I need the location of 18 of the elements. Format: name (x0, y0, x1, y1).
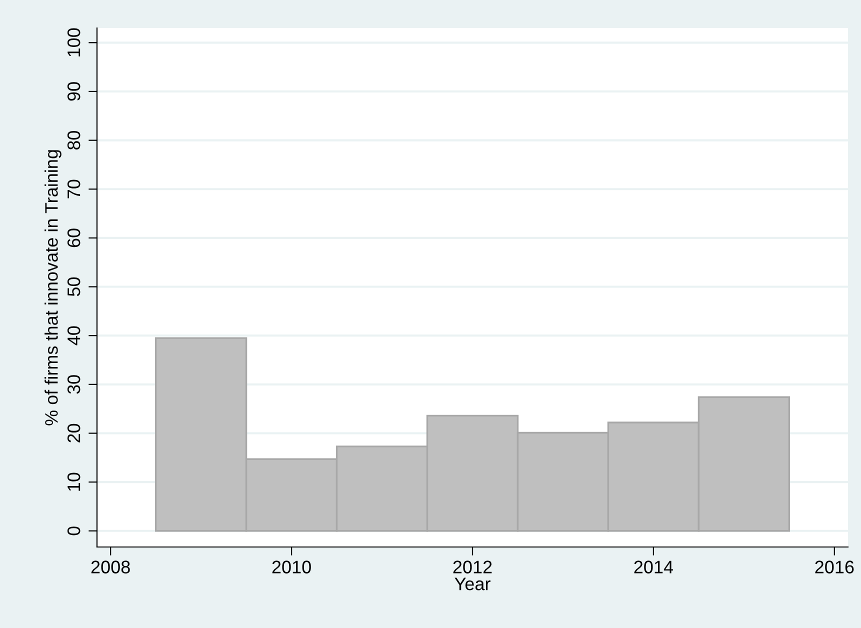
y-tick-label: 50 (67, 277, 80, 296)
y-tick-label: 90 (67, 82, 80, 101)
x-tick-label: 2016 (815, 560, 854, 574)
y-tick-label: 80 (67, 130, 80, 150)
y-tick-label: 10 (67, 472, 80, 491)
x-tick-label: 2008 (91, 560, 130, 574)
y-tick-label: 0 (67, 526, 80, 536)
x-tick-label: 2012 (453, 560, 492, 574)
y-tick-label: 30 (67, 375, 80, 394)
y-axis-title: % of firms that innovate in Training (44, 150, 62, 426)
x-tick-label: 2010 (272, 560, 311, 574)
y-tick-label: 20 (67, 424, 80, 442)
y-tick-label: 100 (67, 28, 80, 56)
y-tick-label: 60 (67, 228, 80, 248)
y-tick-label: 40 (67, 326, 80, 346)
y-tick-label: 70 (67, 180, 80, 198)
x-tick-label: 2014 (634, 560, 674, 574)
x-axis-title: Year (454, 578, 490, 590)
